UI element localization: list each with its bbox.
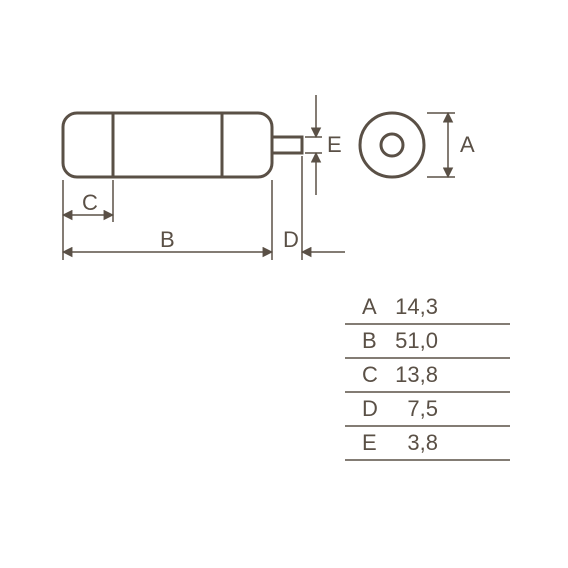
dimension-d: D <box>283 156 345 260</box>
fuse-end-view <box>360 113 424 177</box>
table-label-b: B <box>362 328 377 353</box>
table-label-c: C <box>362 362 378 387</box>
table-value-b: 51,0 <box>395 328 438 353</box>
table-value-a: 14,3 <box>395 294 438 319</box>
table-value-e: 3,8 <box>407 430 438 455</box>
dimension-table: A 14,3 B 51,0 C 13,8 D 7,5 E 3,8 <box>345 294 510 460</box>
dim-label-d: D <box>283 227 299 252</box>
table-label-d: D <box>362 396 378 421</box>
dim-label-a: A <box>460 132 475 157</box>
table-label-a: A <box>362 294 377 319</box>
fuse-side-view <box>63 113 302 177</box>
dimension-e: E <box>305 95 342 195</box>
table-value-c: 13,8 <box>395 362 438 387</box>
dimension-drawing: C B D E A A 14,3 B 51,0 C 13,8 D 7,5 E 3,8 <box>0 0 568 568</box>
dimension-a: A <box>427 113 475 177</box>
dim-label-c: C <box>82 190 98 215</box>
table-label-e: E <box>362 430 377 455</box>
dimension-c: C <box>63 180 113 222</box>
dim-label-b: B <box>160 227 175 252</box>
table-value-d: 7,5 <box>407 396 438 421</box>
dim-label-e: E <box>327 132 342 157</box>
